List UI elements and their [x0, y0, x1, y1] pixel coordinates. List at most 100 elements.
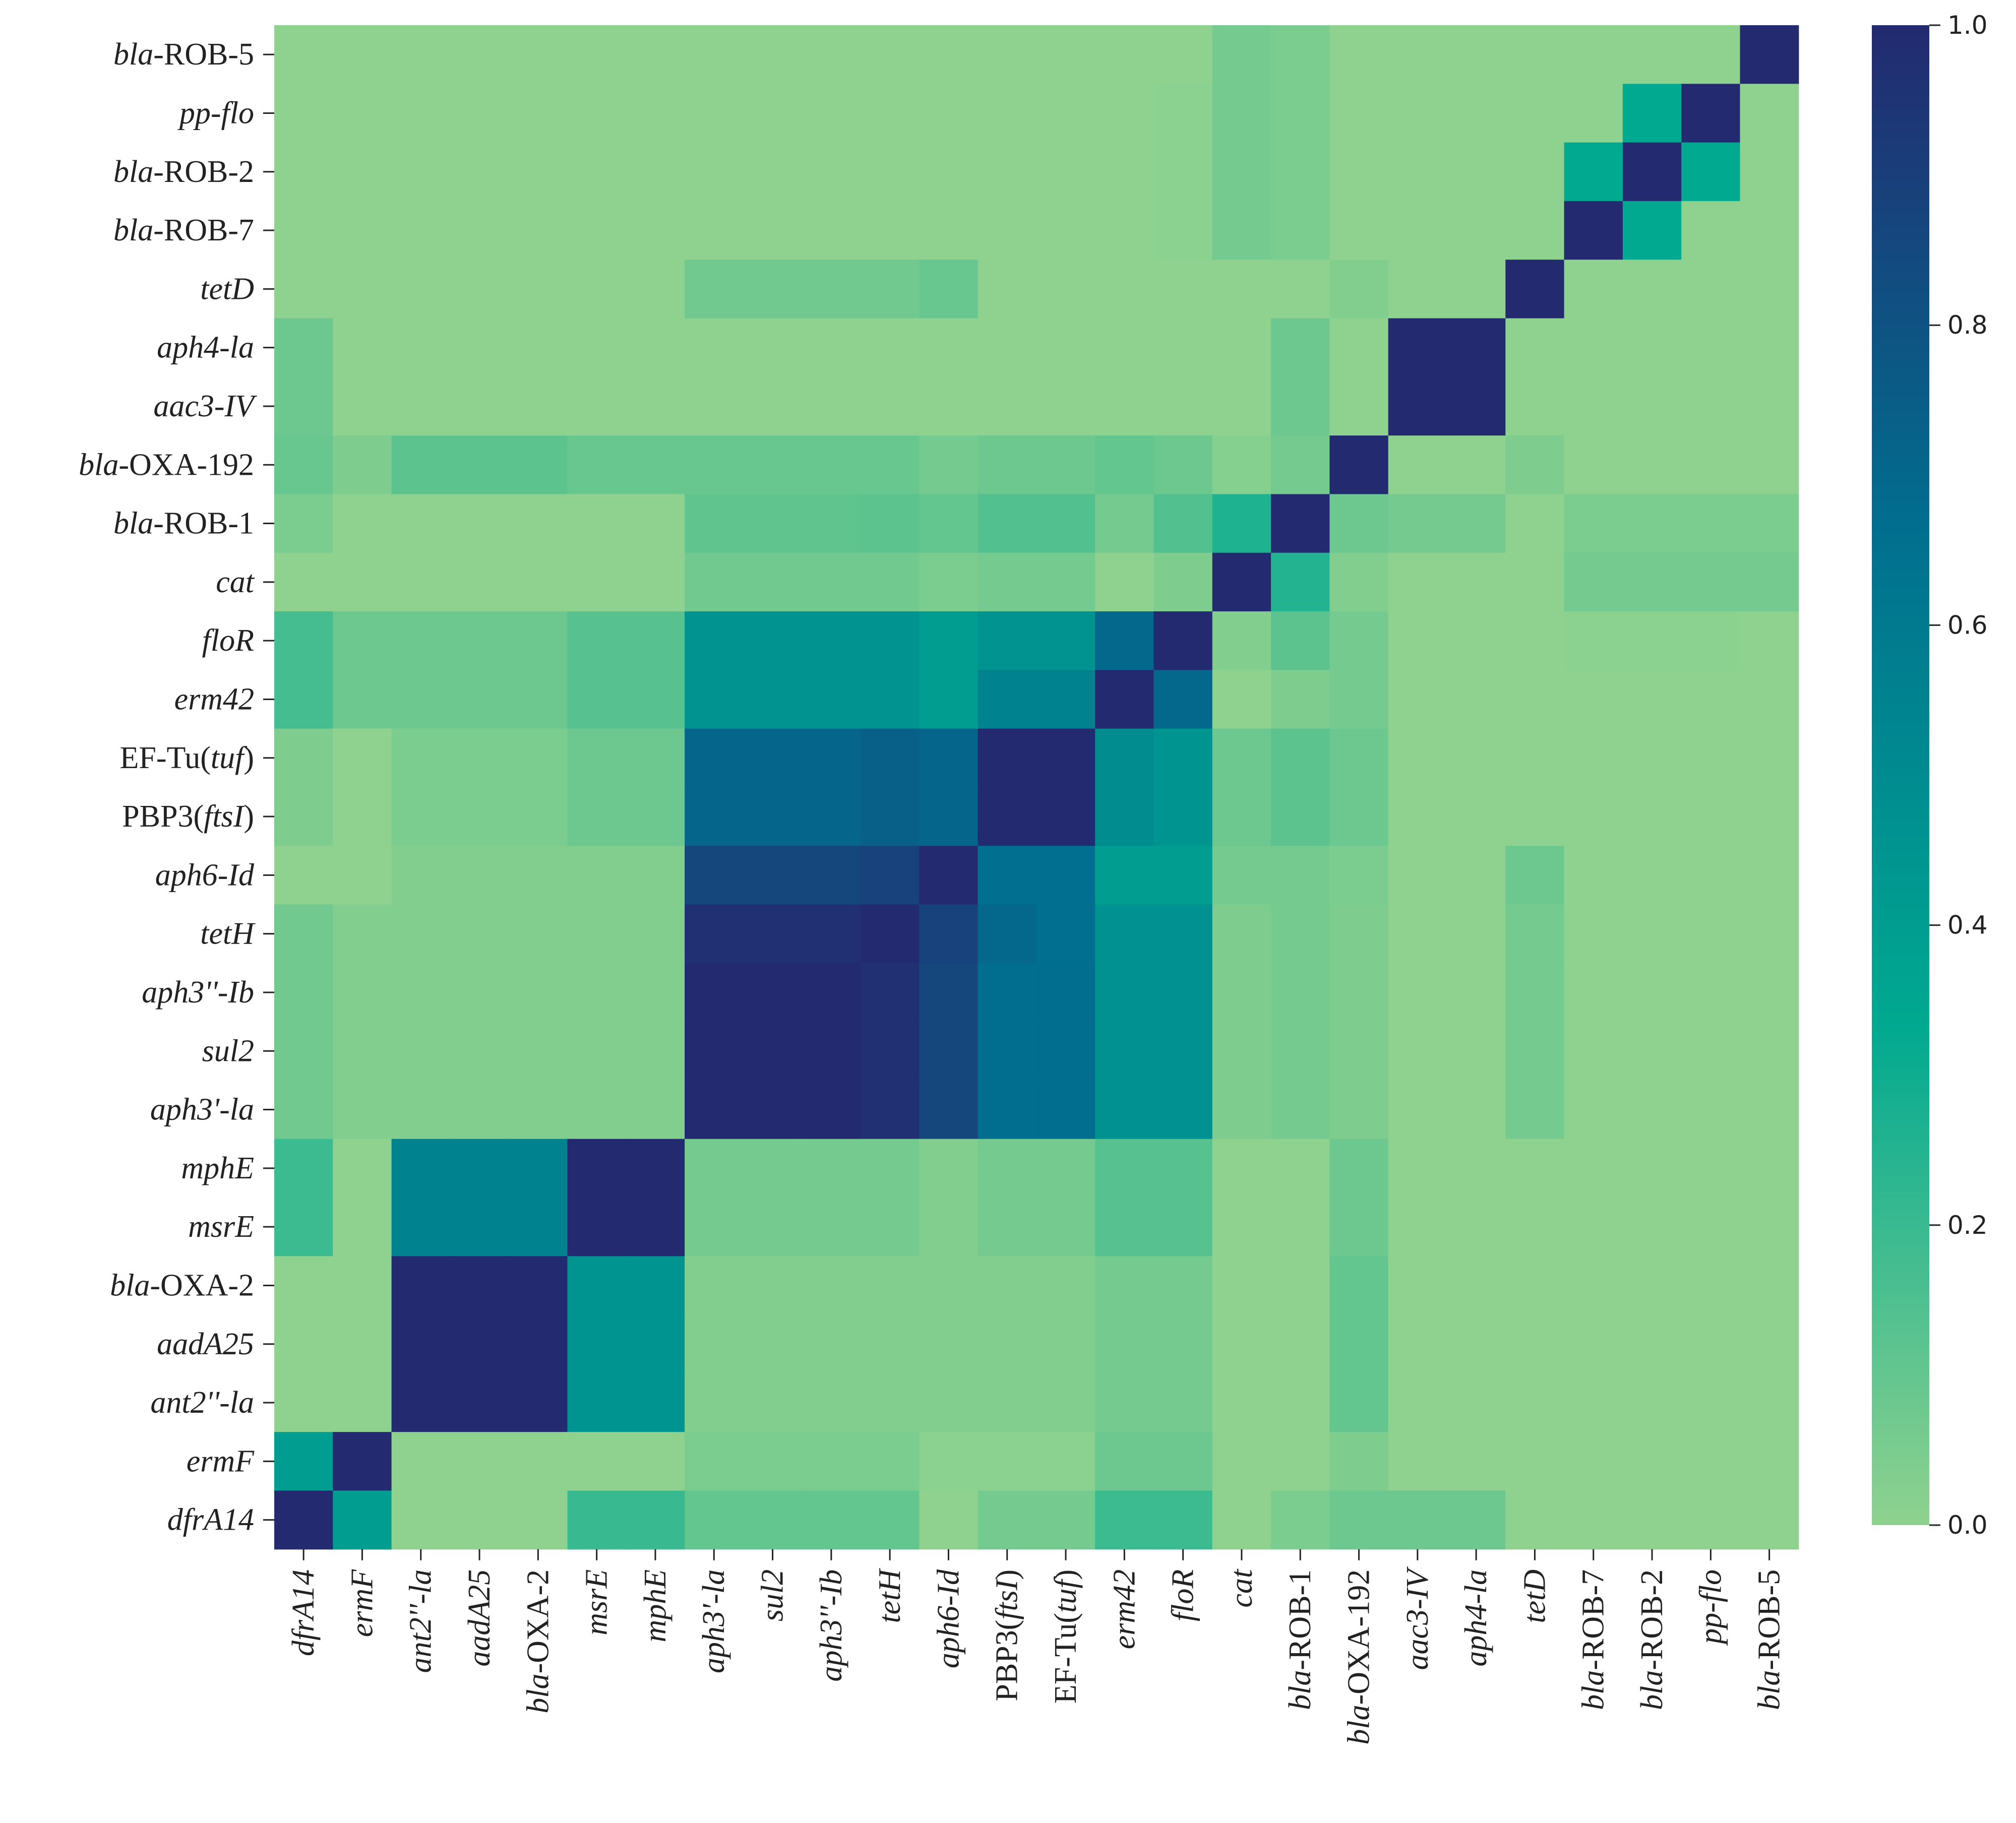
heatmap-cell [861, 142, 920, 202]
heatmap-cell [1271, 201, 1330, 260]
heatmap-cell [567, 963, 627, 1022]
heatmap-cell [1095, 25, 1154, 84]
heatmap-cell [1622, 728, 1682, 788]
heatmap-cell [802, 142, 861, 202]
heatmap-cell [333, 1314, 392, 1374]
heatmap-cell [1153, 1432, 1213, 1491]
heatmap-cell [978, 376, 1037, 436]
heatmap-cell [1153, 260, 1213, 319]
heatmap-cell [685, 552, 744, 612]
x-label-bla-rob-5: bla-ROB-5 [1752, 1569, 1787, 1710]
heatmap-cell [1740, 25, 1799, 84]
heatmap-cell [333, 318, 392, 378]
heatmap-cell [509, 435, 568, 494]
heatmap-cell [1095, 318, 1154, 378]
x-label-msre: msrE [580, 1569, 614, 1636]
heatmap-cell [450, 728, 509, 788]
heatmap-cell [626, 846, 685, 905]
heatmap-cell [1388, 1198, 1447, 1256]
heatmap-cell [1153, 728, 1213, 788]
heatmap-cell [1095, 494, 1154, 553]
heatmap-cell [1388, 1022, 1447, 1081]
heatmap-cell [1447, 376, 1506, 436]
heatmap-cell [919, 318, 979, 378]
heatmap-cell [626, 1198, 685, 1256]
heatmap-cell [1212, 1080, 1271, 1140]
heatmap-cell [1564, 611, 1623, 670]
heatmap-cell [743, 1256, 803, 1315]
heatmap-cell [391, 494, 451, 553]
heatmap-cell [450, 260, 509, 319]
x-axis-labels: dfrA14 ermF ant2''-la aadA25 bla-OXA-2 msrE mp… [286, 1549, 1787, 1745]
y-label-ermf: ermF [187, 1444, 255, 1478]
heatmap-cell [1622, 552, 1682, 612]
heatmap-cell [978, 84, 1037, 143]
heatmap-cell [1271, 1432, 1330, 1491]
heatmap-cell [919, 1490, 979, 1550]
heatmap-cell [861, 670, 920, 729]
heatmap-cell [1447, 1490, 1506, 1550]
heatmap-cell [1740, 1022, 1799, 1081]
heatmap-cell [802, 376, 861, 436]
heatmap-cell [1681, 260, 1741, 319]
heatmap-cell [567, 728, 627, 788]
heatmap-cell [685, 846, 744, 905]
heatmap-cell [391, 1373, 451, 1432]
x-label-aph6-id: aph6-Id [931, 1569, 965, 1668]
heatmap-cell [919, 435, 979, 494]
heatmap-cell [1564, 787, 1623, 846]
heatmap-cell [978, 670, 1037, 729]
heatmap-cell [274, 1373, 333, 1432]
heatmap-cell [1329, 1490, 1389, 1550]
heatmap-cell [861, 318, 920, 378]
heatmap-cell [1153, 787, 1213, 846]
heatmap-cell [1388, 25, 1447, 84]
heatmap-cell [1564, 963, 1623, 1022]
x-label-aada25: aadA25 [462, 1569, 497, 1667]
heatmap-cell [567, 494, 627, 553]
heatmap-cell [685, 318, 744, 378]
heatmap-cell [1388, 1139, 1447, 1198]
heatmap-cell [567, 787, 627, 846]
heatmap-cell [978, 552, 1037, 612]
heatmap-cell [861, 25, 920, 84]
heatmap-cell [391, 435, 451, 494]
heatmap-cell [1329, 435, 1389, 494]
heatmap-cell [1564, 1490, 1623, 1550]
heatmap-cell [333, 670, 392, 729]
heatmap-cell [1564, 1198, 1623, 1256]
heatmap-cell [1388, 787, 1447, 846]
heatmap-cell [626, 1256, 685, 1315]
y-label-aph4-la: aph4-la [157, 331, 254, 365]
heatmap-cell [509, 1373, 568, 1432]
heatmap-cell [450, 787, 509, 846]
heatmap-cell [685, 1022, 744, 1081]
y-label-tetd: tetD [200, 272, 254, 306]
heatmap-cell [1681, 552, 1741, 612]
heatmap-cell [743, 728, 803, 788]
heatmap-cell [1329, 1198, 1389, 1256]
heatmap-cell [978, 142, 1037, 202]
heatmap-cell [274, 787, 333, 846]
heatmap-cell [1095, 435, 1154, 494]
heatmap-cell [1447, 1139, 1506, 1198]
heatmap-cell [1505, 1314, 1565, 1374]
heatmap-cell [567, 1022, 627, 1081]
heatmap-cell [333, 1490, 392, 1550]
heatmap-cell [1153, 435, 1213, 494]
heatmap-cell [450, 25, 509, 84]
heatmap-cell [743, 1432, 803, 1491]
heatmap-cell [450, 1022, 509, 1081]
heatmap-cell [1622, 1373, 1682, 1432]
heatmap-cell [391, 1490, 451, 1550]
heatmap-cell [509, 787, 568, 846]
heatmap-cell [1622, 1080, 1682, 1140]
heatmap-cell [919, 260, 979, 319]
heatmap-cell [1212, 142, 1271, 202]
heatmap-cell [1329, 787, 1389, 846]
heatmap-cell [1329, 963, 1389, 1022]
colorbar-tick-label: 0.4 [1947, 911, 1988, 940]
heatmap-cell [919, 552, 979, 612]
heatmap-cell [685, 670, 744, 729]
heatmap-cell [509, 25, 568, 84]
